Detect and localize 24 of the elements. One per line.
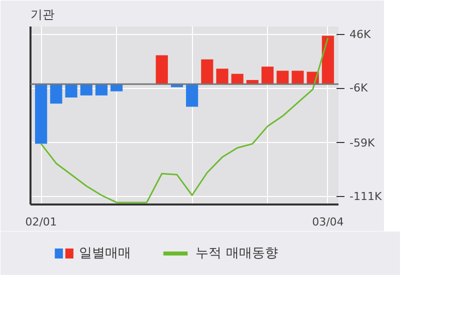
y-tick-label: -6K bbox=[350, 82, 368, 95]
bar bbox=[231, 74, 244, 84]
chart-title: 기관 bbox=[30, 8, 54, 22]
bar bbox=[276, 70, 289, 84]
bar bbox=[156, 55, 168, 84]
y-tick-label: -59K bbox=[350, 136, 376, 150]
x-tick-label: 03/04 bbox=[312, 216, 344, 228]
y-tick-label: 46K bbox=[350, 28, 372, 42]
legend-label: 누적 매매동향 bbox=[196, 246, 278, 261]
x-tick-label: 02/01 bbox=[25, 216, 57, 228]
bar bbox=[201, 59, 214, 84]
bar bbox=[262, 66, 274, 84]
bar bbox=[50, 84, 62, 104]
y-tick-label: -111K bbox=[350, 190, 382, 203]
bar bbox=[80, 84, 92, 96]
line-series bbox=[40, 37, 329, 204]
bar bbox=[292, 70, 304, 84]
bar bbox=[95, 84, 108, 96]
bar bbox=[35, 84, 48, 144]
bar bbox=[322, 36, 334, 84]
bar bbox=[216, 68, 228, 84]
legend-label: 일별매매 bbox=[79, 246, 132, 261]
bar bbox=[186, 84, 198, 107]
bar bbox=[65, 84, 78, 98]
